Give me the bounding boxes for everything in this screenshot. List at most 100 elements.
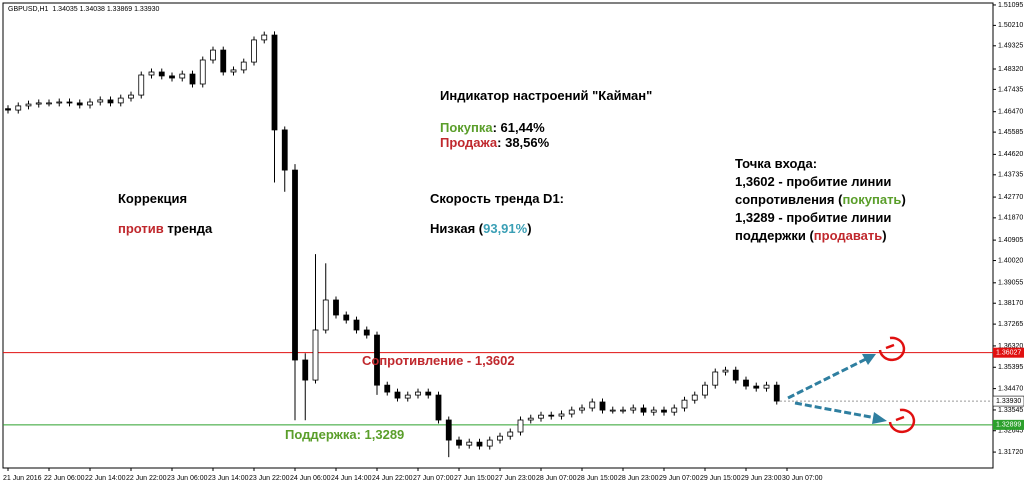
y-tick-label: 1.38170: [998, 300, 1023, 307]
candle-body: [292, 169, 298, 361]
candle: [507, 428, 514, 440]
candle: [148, 68, 155, 79]
candle-body: [312, 329, 319, 381]
x-tick-label: 22 Jun 22:00: [126, 475, 167, 482]
candle: [527, 414, 534, 424]
candle-body: [302, 359, 309, 381]
candle-body: [435, 394, 442, 421]
candle-body: [579, 407, 585, 411]
x-tick-label: 28 Jun 23:00: [618, 475, 659, 482]
y-tick-label: 1.36320: [998, 343, 1023, 350]
candle: [476, 438, 483, 450]
annotation-segment: ): [901, 192, 905, 207]
candle-body: [394, 391, 401, 399]
candle: [538, 411, 544, 422]
annotation-segment: Сопротивление - 1,3602: [362, 353, 515, 368]
current-price-label: 1.33930: [996, 398, 1021, 405]
candle: [661, 406, 667, 416]
annotation: Поддержка: 1,3289: [285, 427, 404, 442]
candle: [35, 99, 42, 108]
candle: [712, 368, 719, 389]
y-tick-label: 1.41870: [998, 215, 1023, 222]
x-tick-label: 24 Jun 22:00: [372, 475, 413, 482]
annotation: поддержки (продавать): [735, 228, 887, 243]
candle-body: [681, 399, 688, 409]
candle-body: [15, 105, 22, 111]
candle: [128, 91, 134, 102]
candle: [353, 316, 360, 334]
candle-body: [25, 103, 32, 107]
annotation-segment: продавать: [814, 228, 882, 243]
candle: [322, 263, 329, 334]
candle: [394, 388, 401, 402]
candle: [5, 105, 11, 114]
annotation-segment: 1,3602 - пробитие линии: [735, 174, 891, 189]
candle-body: [230, 69, 237, 73]
annotation: Скорость тренда D1:: [430, 191, 564, 206]
candle-body: [568, 409, 575, 415]
candle: [558, 410, 565, 420]
price-box: [993, 419, 1024, 430]
annotation-segment: Точка входа:: [735, 156, 817, 171]
candle-body: [712, 371, 719, 386]
candle: [76, 99, 83, 109]
candle: [292, 164, 298, 421]
y-tick-label: 1.40020: [998, 257, 1023, 264]
y-tick-label: 1.43735: [998, 172, 1023, 179]
y-tick-label: 1.47435: [998, 86, 1023, 93]
candle: [753, 382, 760, 392]
candle-body: [333, 299, 339, 316]
annotation: Покупка: 61,44%: [440, 120, 545, 135]
candle-body: [240, 61, 247, 71]
candle-body: [56, 101, 63, 104]
candle: [404, 391, 411, 402]
candle: [589, 398, 596, 412]
candle-body: [66, 101, 73, 104]
candle: [671, 404, 678, 416]
candle: [230, 66, 237, 76]
candle: [732, 366, 739, 384]
y-tick-label: 1.44620: [998, 151, 1023, 158]
y-tick-label: 1.34470: [998, 385, 1023, 392]
candle: [15, 102, 22, 114]
annotation: 1,3602 - пробитие линии: [735, 174, 891, 189]
candle: [384, 381, 391, 396]
annotation-segment: ): [527, 221, 531, 236]
y-tick-label: 1.39055: [998, 280, 1023, 287]
arrow-down: [794, 401, 877, 420]
annotation-segment: 93,91%: [483, 221, 528, 236]
candle: [158, 68, 165, 80]
candle-body: [210, 49, 216, 61]
candle-body: [374, 334, 380, 386]
candle-body: [609, 409, 616, 412]
candle: [56, 98, 63, 107]
candle-body: [732, 369, 739, 381]
candle-body: [343, 314, 350, 321]
chart-header: GBPUSD,H1 1.34035 1.34038 1.33869 1.3393…: [8, 6, 159, 13]
candle-body: [107, 99, 114, 104]
candle-body: [5, 108, 11, 111]
candle-body: [76, 102, 83, 106]
candle-body: [148, 71, 155, 76]
candle: [743, 376, 749, 390]
candle: [66, 98, 73, 107]
plot-layer: 1.51095 1.50210 1.49325 1.48320 1.47435 1.464…: [3, 2, 1024, 482]
candle-body: [548, 414, 555, 417]
candle: [456, 436, 462, 449]
candle-body: [169, 75, 175, 79]
candle: [107, 96, 114, 107]
candle-body: [753, 385, 760, 389]
annotation-segment: Поддержка: 1,3289: [285, 427, 404, 442]
candle: [415, 388, 421, 399]
candle: [210, 46, 216, 64]
candle-body: [189, 73, 196, 85]
current-price-box: [992, 395, 1024, 407]
candle-body: [35, 102, 42, 105]
annotation-segment: 1,3289 - пробитие линии: [735, 210, 891, 225]
x-tick-label: 29 Jun 07:00: [659, 475, 700, 482]
candle-body: [763, 384, 770, 389]
candle-body: [199, 59, 206, 85]
candle-body: [773, 384, 780, 402]
candle-body: [599, 401, 606, 411]
